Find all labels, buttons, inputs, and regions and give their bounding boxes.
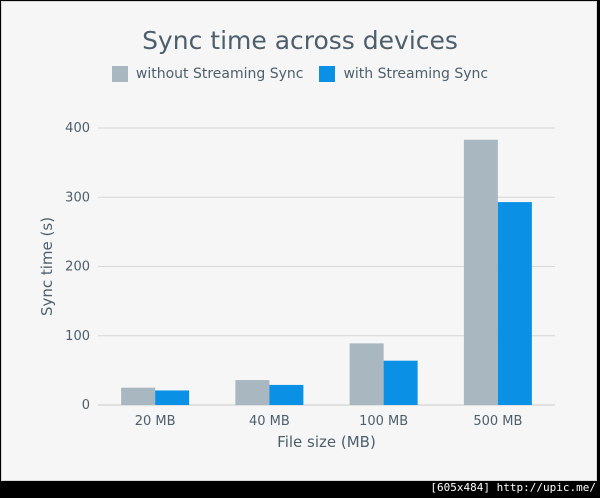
chart-title: Sync time across devices: [142, 26, 458, 55]
legend-item-without: without Streaming Sync: [111, 66, 304, 82]
legend-swatch-without: [111, 66, 128, 82]
bar-with-2: [383, 360, 418, 405]
x-tick-label: 40 MB: [249, 414, 290, 429]
legend-label-without: without Streaming Sync: [135, 66, 304, 82]
y-tick-label: 100: [65, 329, 90, 344]
bar-without-0: [121, 387, 156, 405]
bar-with-3: [497, 202, 532, 405]
watermark-text: [605x484] http://upic.me/: [430, 481, 596, 494]
y-tick-label: 0: [82, 398, 90, 413]
chart-legend: without Streaming Sync with Streaming Sy…: [0, 66, 600, 82]
legend-swatch-with: [319, 66, 336, 82]
x-axis-title: File size (MB): [277, 433, 376, 451]
x-tick-label: 100 MB: [359, 414, 408, 429]
y-tick-label: 400: [65, 121, 90, 136]
y-tick-label: 300: [65, 190, 90, 205]
y-axis-title: Sync time (s): [38, 217, 56, 316]
legend-item-with: with Streaming Sync: [319, 66, 488, 82]
x-tick-label: 20 MB: [135, 414, 176, 429]
chart-plot: 0 100 200 300 400 20 MB 40 MB 100 MB 500 MB File …: [38, 121, 555, 451]
y-tick-label: 200: [65, 260, 90, 275]
x-tick-label: 500 MB: [473, 414, 522, 429]
bar-with-0: [155, 390, 190, 405]
bar-with-1: [269, 384, 304, 405]
footer-bar: [0, 482, 600, 498]
legend-label-with: with Streaming Sync: [343, 66, 489, 82]
bar-without-3: [463, 139, 498, 405]
bar-without-1: [235, 380, 270, 405]
bar-without-2: [349, 343, 384, 405]
